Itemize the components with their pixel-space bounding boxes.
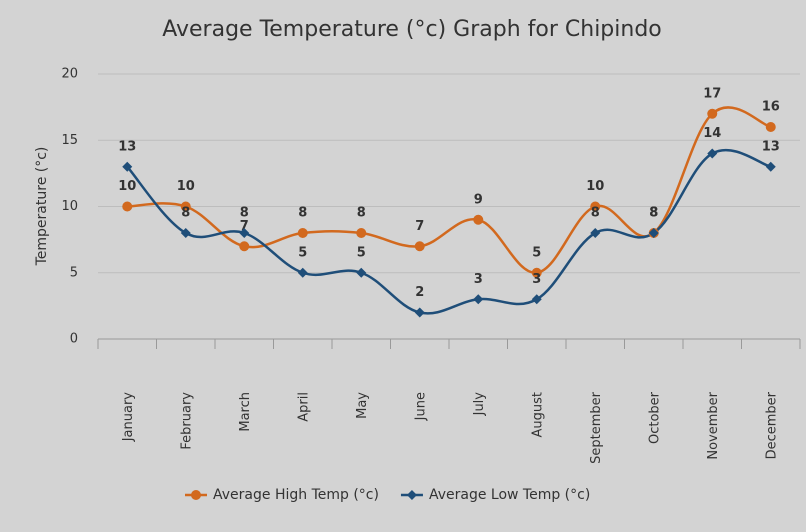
data-label: 8 (298, 206, 307, 221)
marker (180, 228, 191, 238)
marker (414, 307, 425, 318)
chart-title: Average Temperature (°c) Graph for Chipi… (162, 17, 662, 42)
marker (590, 201, 601, 212)
marker (590, 228, 601, 238)
marker (531, 294, 542, 305)
data-label: 3 (474, 272, 483, 287)
data-label: 2 (415, 285, 424, 300)
y-tick-label: 10 (61, 199, 78, 214)
data-label: 9 (474, 192, 483, 207)
marker (239, 241, 250, 252)
x-tick-label: March (238, 392, 253, 432)
data-label: 17 (703, 86, 721, 101)
data-label: 8 (240, 206, 249, 221)
marker (297, 228, 308, 238)
x-tick-label: September (589, 391, 604, 464)
data-label: 7 (415, 219, 424, 234)
data-label: 5 (298, 245, 307, 260)
data-label: 8 (181, 206, 190, 221)
data-label: 8 (591, 206, 600, 221)
marker (239, 228, 250, 238)
data-label: 10 (118, 179, 136, 194)
data-label: 5 (532, 245, 541, 260)
y-axis-label: Temperature (°c) (34, 147, 50, 267)
series-line (126, 148, 772, 315)
data-label: 13 (762, 139, 780, 154)
data-label: 14 (703, 126, 721, 141)
data-label: 3 (532, 272, 541, 287)
marker (473, 294, 484, 305)
legend-marker (191, 490, 201, 500)
marker (122, 201, 133, 212)
data-label: 10 (586, 179, 604, 194)
x-tick-label: August (530, 392, 545, 438)
data-label: 10 (177, 179, 195, 194)
marker (707, 108, 718, 119)
data-label: 5 (357, 245, 366, 260)
marker (648, 228, 659, 238)
x-tick-label: November (706, 391, 721, 459)
legend-label: Average High Temp (°c) (213, 487, 379, 503)
data-label: 8 (649, 206, 658, 221)
marker (122, 161, 133, 172)
marker (356, 267, 367, 278)
x-tick-label: December (764, 391, 779, 459)
marker (414, 241, 425, 252)
x-tick-label: October (647, 391, 662, 444)
marker (180, 201, 191, 212)
y-tick-label: 5 (70, 265, 78, 280)
x-tick-label: July (472, 392, 487, 417)
marker (531, 267, 542, 278)
y-tick-label: 15 (61, 133, 78, 148)
marker (356, 228, 367, 238)
data-label: 13 (118, 139, 136, 154)
x-tick-label: June (413, 392, 428, 421)
data-label: 7 (240, 219, 249, 234)
x-tick-label: April (296, 392, 311, 422)
marker (765, 161, 776, 172)
x-tick-label: May (355, 392, 370, 419)
y-tick-label: 0 (70, 332, 78, 347)
legend-marker (406, 490, 417, 500)
y-tick-label: 20 (61, 67, 78, 82)
marker (297, 267, 308, 278)
data-label: 16 (762, 100, 780, 115)
x-tick-label: February (179, 392, 194, 450)
data-label: 8 (649, 206, 658, 221)
marker (765, 122, 776, 132)
legend-label: Average Low Temp (°c) (429, 487, 590, 503)
data-label: 8 (357, 206, 366, 221)
marker (473, 214, 484, 225)
x-tick-label: January (121, 392, 136, 443)
marker (707, 148, 718, 159)
